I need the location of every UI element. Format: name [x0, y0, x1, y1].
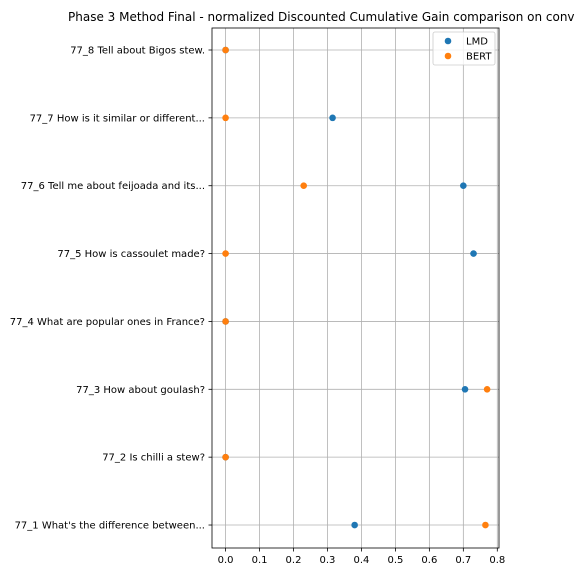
x-tick-label: 0.5 — [387, 555, 403, 566]
y-axis: 77_8 Tell about Bigos stew. 77_7 How is i… — [10, 46, 212, 532]
point-lmd — [470, 250, 477, 257]
point-bert — [482, 521, 489, 529]
x-axis: 0.0 0.1 0.2 0.3 0.4 0.5 0.6 0.7 0.8 — [218, 548, 505, 566]
y-tick-label: 77_7 How is it similar or different... — [30, 113, 205, 124]
x-tick-label: 0.2 — [286, 555, 302, 566]
point-lmd — [460, 182, 467, 190]
y-tick-label: 77_5 How is cassoulet made? — [57, 249, 205, 260]
plot-frame — [211, 27, 500, 549]
data-points — [222, 46, 491, 529]
point-lmd — [351, 521, 358, 529]
legend-label-lmd: LMD — [466, 37, 488, 48]
point-bert — [483, 386, 491, 393]
y-tick-label: 77_1 What's the difference between... — [15, 521, 205, 532]
x-tick-label: 0.7 — [455, 555, 471, 566]
x-tick-label: 0.0 — [218, 555, 234, 566]
x-tick-label: 0.8 — [489, 555, 505, 566]
point-bert — [222, 318, 229, 325]
point-bert — [222, 114, 229, 122]
point-bert — [222, 250, 229, 257]
x-tick-label: 0.1 — [252, 555, 268, 566]
legend: LMD BERT — [432, 31, 496, 66]
legend-label-bert: BERT — [466, 52, 492, 63]
y-tick-label: 77_4 What are popular ones in France? — [10, 317, 205, 328]
x-tick-label: 0.3 — [320, 555, 336, 566]
y-tick-label: 77_6 Tell me about feijoada and its... — [21, 181, 205, 192]
point-lmd — [329, 114, 336, 122]
y-tick-label: 77_3 How about goulash? — [76, 385, 205, 396]
point-bert — [222, 46, 229, 54]
legend-marker-bert — [444, 52, 452, 60]
point-bert — [300, 182, 308, 190]
x-tick-label: 0.4 — [353, 555, 369, 566]
x-tick-label: 0.6 — [421, 555, 437, 566]
point-lmd — [461, 386, 469, 393]
legend-marker-lmd — [444, 37, 452, 45]
chart-title: Phase 3 Method Final - normalized Discou… — [68, 10, 575, 24]
y-tick-label: 77_2 Is chilli a stew? — [102, 453, 205, 464]
y-tick-label: 77_8 Tell about Bigos stew. — [70, 46, 205, 57]
grid-lines — [212, 28, 499, 548]
point-bert — [222, 453, 229, 461]
